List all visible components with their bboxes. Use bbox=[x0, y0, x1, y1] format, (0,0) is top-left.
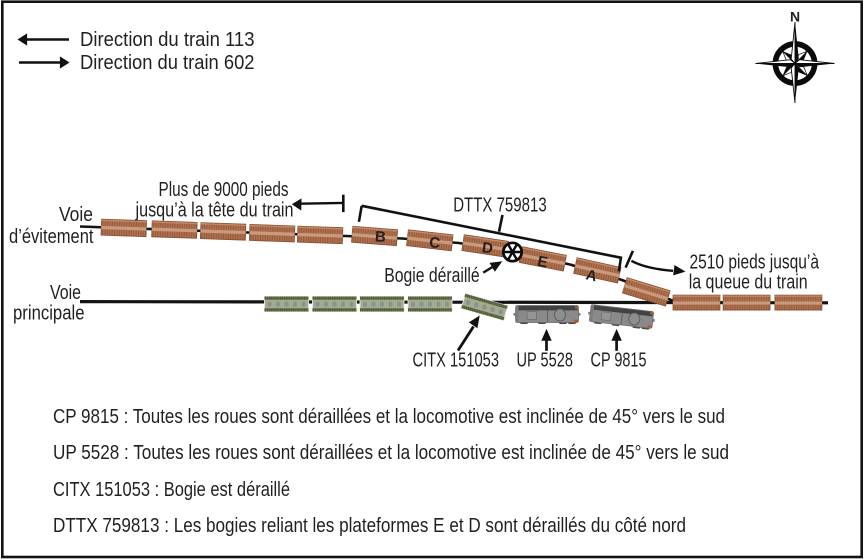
svg-text:B: B bbox=[374, 228, 386, 246]
svg-text:N: N bbox=[790, 9, 800, 25]
svg-text:Bogie déraillé: Bogie déraillé bbox=[384, 265, 480, 287]
svg-text:Direction du train 602: Direction du train 602 bbox=[80, 52, 255, 74]
svg-text:CP 9815: CP 9815 bbox=[591, 350, 647, 372]
svg-text:Plus de 9000 pieds: Plus de 9000 pieds bbox=[159, 179, 289, 201]
svg-text:CITX 151053: CITX 151053 bbox=[413, 350, 500, 372]
svg-text:DTTX 759813: DTTX 759813 bbox=[453, 194, 547, 216]
svg-text:UP 5528 : Toutes les roues son: UP 5528 : Toutes les roues sont déraillé… bbox=[53, 442, 729, 464]
svg-text:jusqu’à la tête du train: jusqu’à la tête du train bbox=[135, 200, 294, 222]
svg-text:C: C bbox=[428, 234, 441, 252]
svg-text:CP 9815 : Toutes les roues son: CP 9815 : Toutes les roues sont déraillé… bbox=[53, 406, 725, 428]
svg-text:CITX 151053 : Bogie est dérail: CITX 151053 : Bogie est déraillé bbox=[53, 479, 290, 501]
svg-text:DTTX 759813 : Les bogies relia: DTTX 759813 : Les bogies reliant les pla… bbox=[53, 515, 686, 537]
svg-text:Voie: Voie bbox=[50, 282, 81, 304]
svg-text:la queue du train: la queue du train bbox=[689, 271, 808, 293]
svg-text:A: A bbox=[584, 266, 598, 285]
svg-text:Voie: Voie bbox=[59, 204, 93, 226]
svg-text:d’évitement: d’évitement bbox=[9, 226, 94, 248]
svg-text:D: D bbox=[481, 239, 494, 257]
svg-text:2510 pieds jusqu’à: 2510 pieds jusqu’à bbox=[690, 251, 820, 273]
svg-text:E: E bbox=[536, 253, 549, 272]
svg-text:Direction du train 113: Direction du train 113 bbox=[80, 29, 255, 51]
svg-text:principale: principale bbox=[13, 303, 85, 325]
svg-text:UP 5528: UP 5528 bbox=[517, 350, 574, 372]
